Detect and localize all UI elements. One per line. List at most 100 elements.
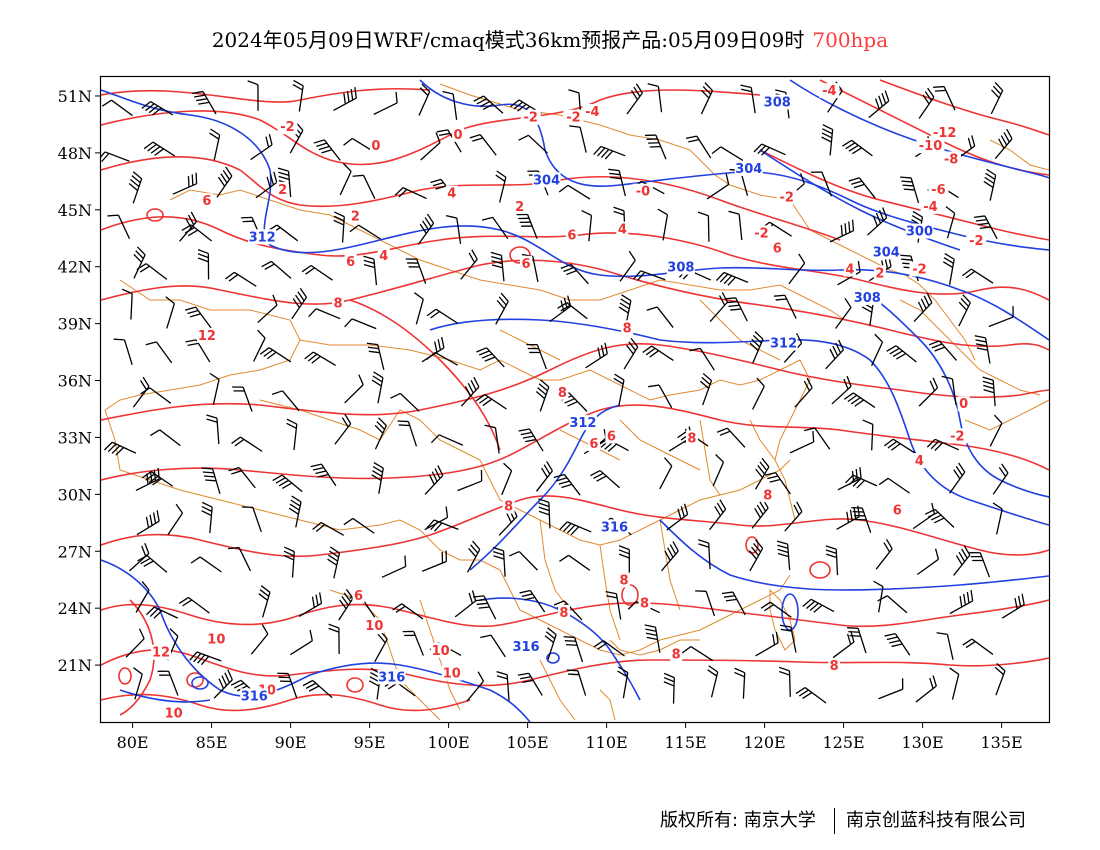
wind-barb [472,595,497,620]
wind-barb [581,209,593,242]
wind-barb [286,418,298,451]
temperature-label-bg [445,185,458,201]
wind-barb [810,171,833,197]
geopotential-label: 316 [512,640,539,655]
wind-barb [473,95,504,114]
lon-tick-label: 100E [427,733,469,752]
wind-barb [191,90,217,115]
wind-barb [172,172,198,195]
boundary-lines [104,83,1049,721]
wind-barb [933,85,956,111]
temperature-label-bg [947,428,968,444]
wind-barb [843,392,876,408]
wind-barb [518,134,548,154]
geopotential-label-layer: 308 304 304 300 312 304 308 308 312 312 316 316 316 3… [240,94,934,704]
lat-tick-label: 45N [58,201,92,220]
lat-tick-label: 42N [58,258,92,277]
wind-barb [700,82,714,115]
temperature-label-bg [761,487,774,503]
lat-tick-label: 27N [58,542,92,561]
wind-barb [426,351,459,366]
temperature-label-bg [873,265,886,281]
wind-barb [764,471,791,495]
wind-barb [821,124,834,156]
geopotential-label-bg [568,415,597,431]
wind-barb [962,638,994,655]
wind-barb [371,461,384,494]
temperature-label: -4 [923,200,937,215]
wind-barb [716,427,746,448]
wind-barb [681,646,714,662]
wind-barb [886,345,917,363]
wind-barb [915,675,937,703]
wind-barb [804,427,831,450]
wind-barb [469,134,497,156]
temperature-label-bg [556,384,569,400]
geopotential-label-bg [240,688,269,704]
wind-barb [301,264,333,281]
wind-barb [862,419,874,451]
lat-tick-label: 33N [58,428,92,447]
wind-barb [145,341,173,364]
wind-barb [988,306,1014,328]
wind-barb [626,83,643,115]
wind-barb [228,466,256,489]
temperature-label: 6 [567,228,576,243]
wind-barb [969,552,991,578]
wind-barb [484,424,500,454]
wind-barb [136,510,160,536]
wind-barb [466,540,481,573]
wind-barb [157,670,179,696]
wind-barb [454,590,477,618]
wind-barb [989,414,1003,447]
temperature-label-bg [441,665,462,681]
wind-barb [994,663,1006,696]
lat-tick-label: 21N [58,656,92,675]
wind-barb [516,213,538,239]
wind-barb [103,441,137,456]
wind-barb [490,251,505,282]
wind-barb [866,207,888,236]
wind-barb [832,631,855,659]
wind-barb [371,371,384,404]
wind-barb [753,143,786,156]
wind-barb [825,339,844,370]
temperature-label-bg [941,151,962,167]
wind-barb [261,260,292,279]
wind-barb [884,632,911,656]
temperature-label: 2 [515,200,524,215]
wind-barb [344,374,364,404]
wind-barb [788,253,806,285]
temperature-label: 8 [830,659,839,674]
wind-barb [559,521,592,536]
wind-barb [709,499,727,531]
wind-barb [185,339,211,363]
temperature-label-bg [843,261,856,277]
wind-barb [711,146,744,162]
wind-barb [135,581,150,613]
wind-barb [779,624,797,653]
temperature-label: 8 [687,431,696,446]
temperature-label: 8 [672,648,681,663]
wind-barb [558,184,591,200]
geopotential-label: 308 [764,96,791,111]
lon-tick-label: 135E [980,733,1022,752]
temperature-label-bg [621,320,634,336]
geopotential-label-bg [872,244,901,260]
geopotential-label: 316 [601,521,628,536]
temperature-label: 6 [346,255,355,270]
temperature-label: 6 [773,242,782,257]
wind-barb [878,678,904,700]
wind-barb [225,271,257,287]
wind-barb [535,379,550,412]
geopotential-label-bg [734,160,763,176]
wind-barb [181,224,213,242]
wind-barb [751,498,769,529]
geopotential-label-bg [769,335,798,351]
temperature-label: 8 [504,500,513,515]
wind-barb [613,373,625,406]
wind-barb [569,125,587,153]
temperature-label-bg [776,189,797,205]
wind-barb [784,501,803,532]
